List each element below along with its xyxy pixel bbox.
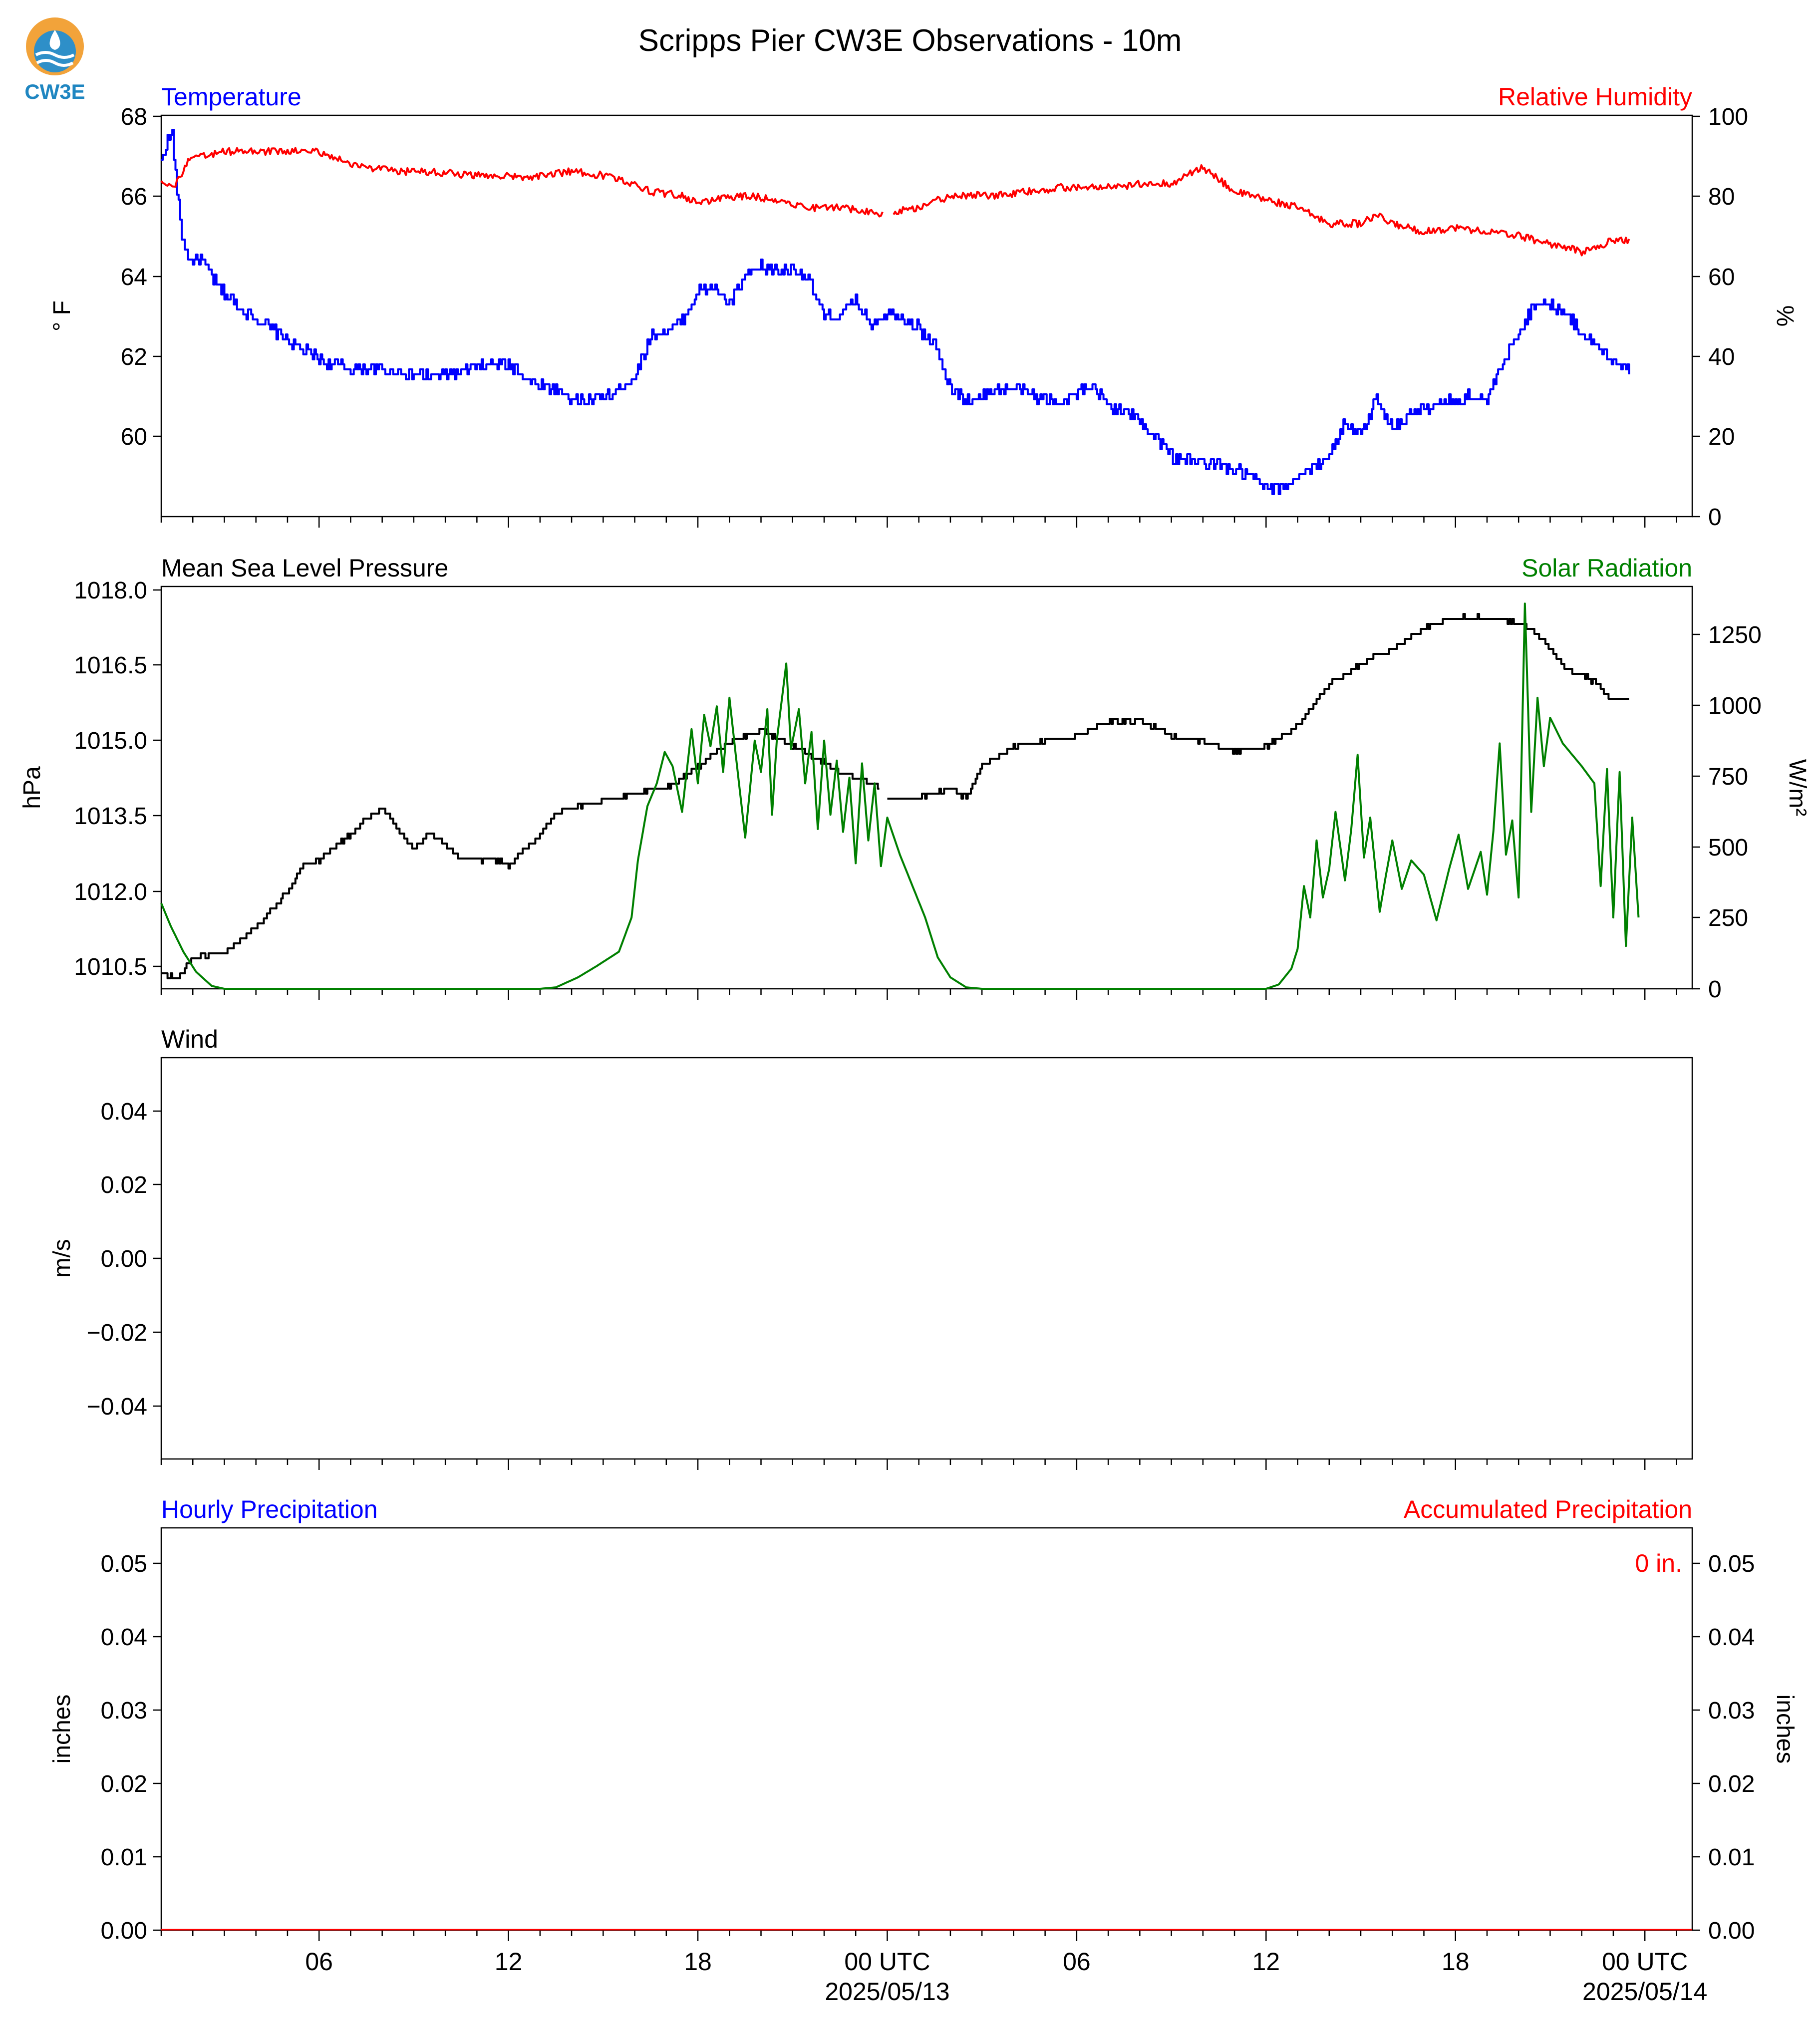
page-title: Scripps Pier CW3E Observations - 10m [638,23,1182,58]
chart-panel-3: Wind −0.04 −0.02 0.00 0.02 0.04 m/s [49,1025,1693,1470]
y-tick-label: 0.01 [101,1844,147,1871]
right-title: Relative Humidity [1498,83,1692,111]
right-title: Accumulated Precipitation [1404,1495,1692,1523]
x-tick-label: 12 [1252,1948,1280,1976]
y2-tick-label: 0.02 [1708,1771,1755,1797]
y-tick-label: 1016.5 [74,652,147,679]
y2-tick-label: 750 [1708,764,1748,790]
chart-panel-4: Hourly Precipitation Accumulated Precipit… [49,1495,1798,2006]
x-date-label: 2025/05/14 [1582,1978,1707,2006]
left-title: Hourly Precipitation [161,1495,378,1523]
y-tick-label: 0.02 [101,1172,147,1198]
y2-tick-label: 0.03 [1708,1698,1755,1724]
y-tick-label: 0.04 [101,1099,147,1125]
logo-wave-lines-icon [35,51,75,67]
right-title: Solar Radiation [1521,554,1692,582]
x-tick-label: 18 [684,1948,712,1976]
y-tick-label: 0.02 [101,1771,147,1797]
y2-tick-label: 20 [1708,424,1735,450]
series-line-temperature [161,129,1630,495]
series-line-mean-sea-level-pressure [161,613,1629,979]
plot-frame [160,585,1693,990]
series-line-solar-radiation [160,602,1640,990]
chart-panel-2: Mean Sea Level Pressure Solar Radiation 10… [19,554,1811,1003]
y2-tick-label: 0.01 [1708,1844,1755,1871]
x-tick-label: 00 UTC [1602,1948,1688,1976]
y2-tick-label: 250 [1708,905,1748,931]
y-tick-label: 62 [121,344,147,370]
y2-tick-label: 500 [1708,835,1748,861]
logo-text: CW3E [24,80,85,103]
series-line-relative-humidity [160,147,1630,257]
y2-tick-label: 0 [1708,504,1722,531]
x-tick-label: 06 [1063,1948,1091,1976]
y-tick-label: 0.03 [101,1698,147,1724]
y-tick-label: 0.05 [101,1551,147,1577]
y2-tick-label: 1000 [1708,693,1762,719]
panels: Temperature Relative Humidity 60 62 64 66 68 0 2… [19,83,1811,2006]
y2-tick-label: 0.00 [1708,1918,1755,1944]
y-tick-label: 66 [121,184,147,210]
x-date-label: 2025/05/13 [825,1978,949,2006]
logo-drop-icon [49,30,60,50]
plot-frame [160,1527,1693,1931]
y2-tick-label: 0.04 [1708,1624,1755,1651]
x-tick-label: 00 UTC [844,1948,930,1976]
y-tick-label: 0.00 [101,1246,147,1272]
y2-axis-label: W/m² [1784,759,1811,817]
accumulated-total-label: 0 in. [1635,1549,1682,1577]
y-axis-label: ° F [49,300,75,331]
y-tick-label: 60 [121,424,147,450]
left-title: Wind [161,1025,218,1053]
cw3e-logo: CW3E [24,17,85,103]
chart-panel-1: Temperature Relative Humidity 60 62 64 66 68 0 2… [49,83,1798,531]
x-tick-label: 12 [495,1948,523,1976]
y-tick-label: 1015.0 [74,728,147,754]
y-tick-label: 1010.5 [74,954,147,980]
y2-tick-label: 1250 [1708,622,1762,648]
y-tick-label: 1012.0 [74,879,147,905]
y-tick-label: 0.00 [101,1918,147,1944]
plot-frame [160,1057,1693,1460]
y-axis-label: hPa [19,766,45,809]
left-title: Mean Sea Level Pressure [161,554,448,582]
y-axis-label: inches [49,1695,75,1764]
y2-tick-label: 100 [1708,104,1748,130]
x-tick-label: 06 [305,1948,333,1976]
left-title: Temperature [161,83,302,111]
y2-tick-label: 40 [1708,344,1735,370]
y-tick-label: −0.02 [87,1320,147,1346]
plot-frame [160,114,1693,518]
y-tick-label: 0.04 [101,1624,147,1651]
y-tick-label: 1013.5 [74,803,147,830]
y-tick-label: −0.04 [87,1394,147,1420]
y-axis-label: m/s [49,1239,75,1277]
y2-tick-label: 0.05 [1708,1551,1755,1577]
y2-axis-label: % [1772,305,1798,327]
y-tick-label: 64 [121,264,147,290]
y-tick-label: 68 [121,104,147,130]
y2-axis-label: inches [1772,1695,1798,1764]
y-tick-label: 1018.0 [74,578,147,604]
y2-tick-label: 80 [1708,184,1735,210]
x-tick-label: 18 [1442,1948,1470,1976]
y2-tick-label: 0 [1708,976,1722,1003]
y2-tick-label: 60 [1708,264,1735,290]
